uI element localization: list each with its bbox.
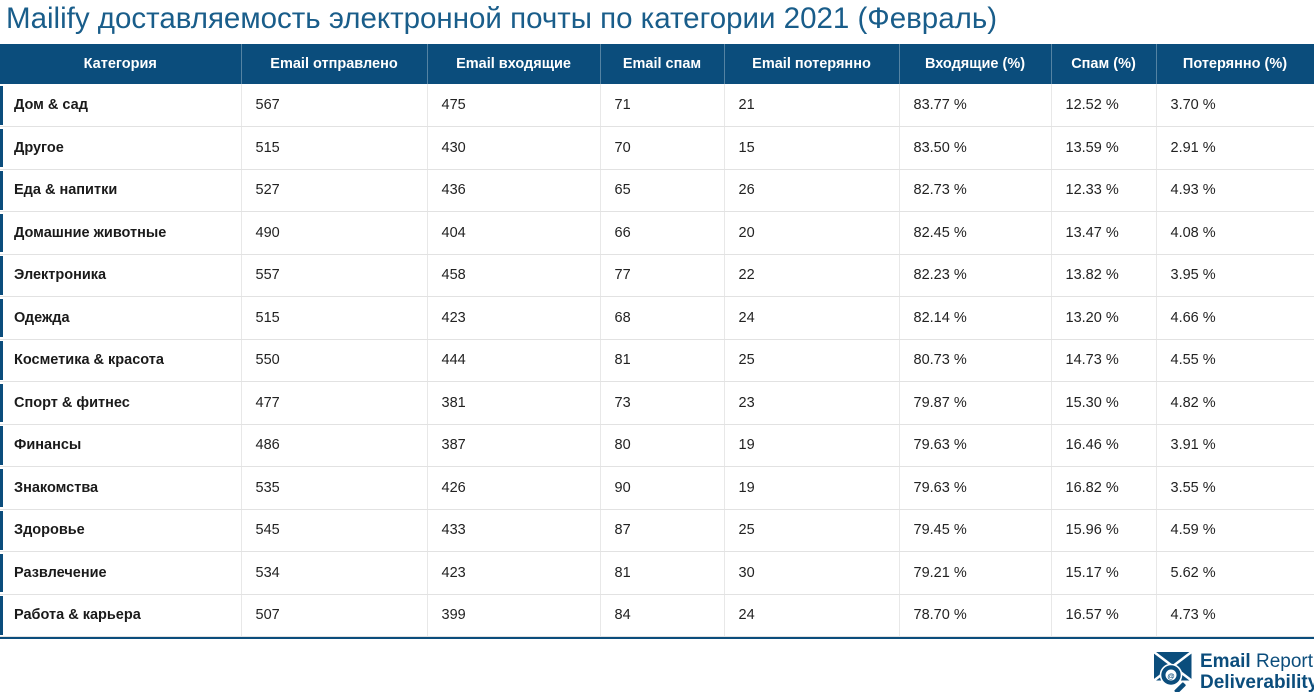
svg-text:@: @ bbox=[1167, 671, 1174, 680]
